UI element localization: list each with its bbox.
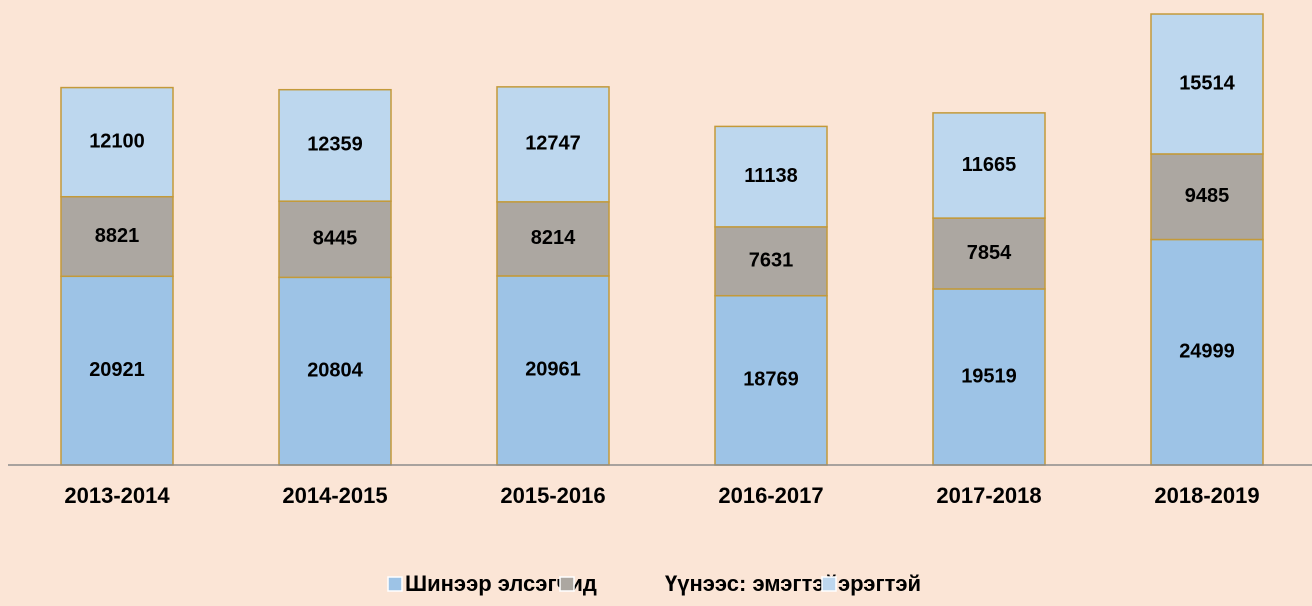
bar-segment bbox=[932, 288, 1046, 466]
bar-segment bbox=[496, 201, 610, 277]
value-label: 9485 bbox=[1185, 185, 1230, 207]
value-label: 15514 bbox=[1179, 72, 1235, 94]
value-label: 11665 bbox=[962, 154, 1017, 176]
bar-segment bbox=[60, 86, 174, 198]
bar-segment bbox=[932, 112, 1046, 219]
value-label: 11138 bbox=[744, 165, 797, 187]
value-label: 12100 bbox=[89, 130, 145, 152]
x-tick-label: 2016-2017 bbox=[718, 483, 823, 508]
x-tick-label: 2018-2019 bbox=[1154, 483, 1259, 508]
legend-label: эрэгтэй bbox=[838, 571, 921, 596]
bar-segment bbox=[714, 226, 828, 297]
value-label: 12747 bbox=[525, 133, 581, 155]
legend-swatch bbox=[821, 576, 837, 592]
value-label: 8214 bbox=[531, 227, 576, 249]
bar-segment bbox=[496, 86, 610, 203]
bar-segment bbox=[714, 294, 828, 466]
value-label: 20804 bbox=[307, 359, 363, 381]
value-label: 8445 bbox=[313, 228, 358, 250]
x-tick-label: 2015-2016 bbox=[500, 483, 605, 508]
value-label: 7631 bbox=[749, 250, 794, 272]
bar-segment bbox=[60, 275, 174, 466]
value-label: 8821 bbox=[95, 225, 140, 247]
x-tick-label: 2017-2018 bbox=[936, 483, 1041, 508]
value-label: 20961 bbox=[525, 359, 581, 381]
value-label: 12359 bbox=[307, 134, 363, 156]
bar-segment bbox=[714, 125, 828, 228]
value-label: 24999 bbox=[1179, 341, 1235, 363]
legend-label: Үүнээс: эмэгтэй bbox=[665, 571, 838, 596]
bar-segment bbox=[1150, 153, 1264, 241]
bar-segment bbox=[278, 200, 392, 279]
value-label: 19519 bbox=[961, 365, 1017, 387]
bar-segment bbox=[60, 195, 174, 278]
x-tick-label: 2014-2015 bbox=[282, 483, 387, 508]
legend-swatch bbox=[559, 576, 575, 592]
x-tick-label: 2013-2014 bbox=[64, 483, 170, 508]
value-label: 20921 bbox=[89, 359, 145, 381]
bar-segment bbox=[278, 276, 392, 466]
legend-swatch bbox=[387, 576, 403, 592]
bar-segment bbox=[1150, 238, 1264, 466]
bar-segment bbox=[1150, 13, 1264, 155]
value-label: 18769 bbox=[743, 369, 799, 391]
bar-segment bbox=[278, 88, 392, 202]
value-label: 7854 bbox=[967, 242, 1012, 264]
